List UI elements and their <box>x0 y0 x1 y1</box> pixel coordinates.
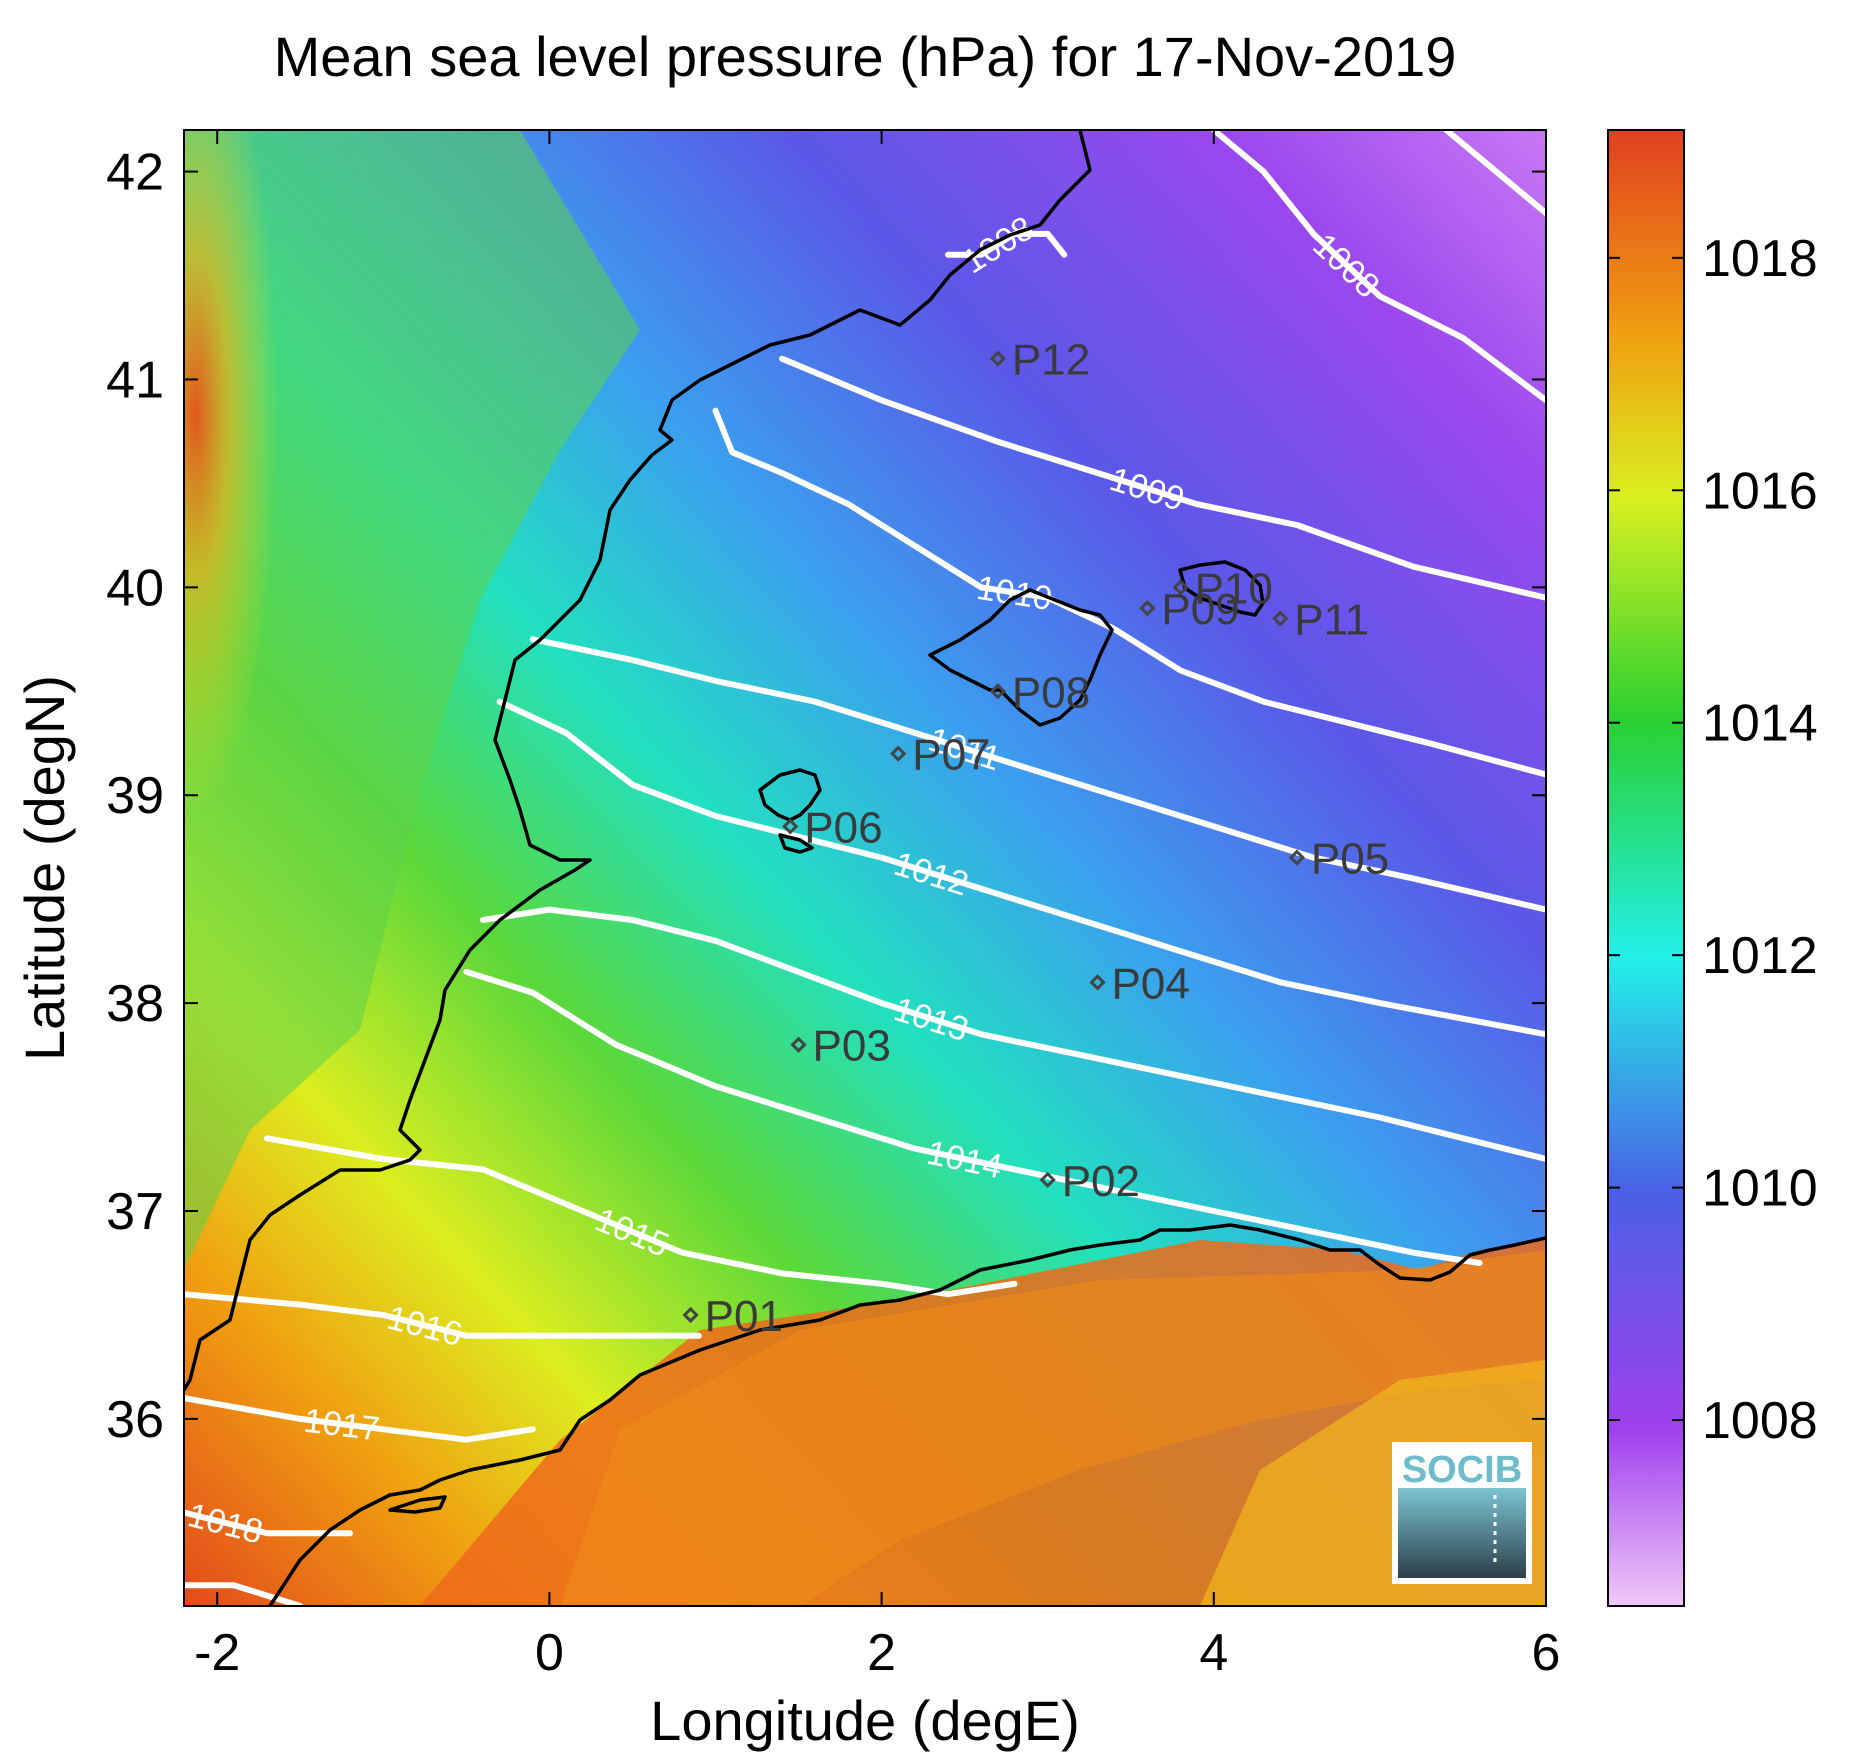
station-label: P11 <box>1294 596 1369 645</box>
ibiza-outline <box>758 768 822 822</box>
station-marker <box>1272 610 1289 627</box>
formentera-outline <box>778 833 814 854</box>
y-axis-label: Latitude (degN) <box>13 675 76 1061</box>
station-marker <box>989 350 1007 367</box>
isobar-line <box>496 698 1546 1038</box>
station-marker <box>790 1036 807 1053</box>
logo-sea <box>1398 1488 1526 1578</box>
y-tick-label: 41 <box>106 351 164 409</box>
y-axis: 36 37 38 39 40 41 42 <box>106 144 1546 1449</box>
y-tick-label: 36 <box>106 1391 164 1449</box>
x-tick-label: 0 <box>535 1624 564 1682</box>
station-marker <box>1288 849 1305 866</box>
station-label: P10 <box>1195 564 1273 613</box>
chart-title: Mean sea level pressure (hPa) for 17-Nov… <box>274 25 1457 88</box>
colorbar-tick-label: 1018 <box>1702 230 1818 288</box>
africa-coastline <box>268 1223 1546 1606</box>
station-marker <box>782 818 799 835</box>
isobar-line <box>1443 130 1546 217</box>
x-axis-label: Longitude (degE) <box>650 1689 1080 1752</box>
colorbar-tick-label: 1016 <box>1702 462 1818 520</box>
isobar-line <box>184 1291 702 1339</box>
station-marker <box>1089 974 1106 991</box>
isobar-label: 1017 <box>302 1402 382 1449</box>
station-marker <box>1172 579 1189 596</box>
y-tick-label: 39 <box>106 767 164 825</box>
socib-logo: SOCIB <box>1392 1442 1532 1584</box>
isobar-line <box>779 355 1546 601</box>
station-label: P05 <box>1311 835 1389 884</box>
y-tick-label: 42 <box>106 144 164 202</box>
x-tick-label: 6 <box>1532 1624 1561 1682</box>
station-label: P12 <box>1012 336 1090 385</box>
colorbar-tick-label: 1014 <box>1702 695 1818 753</box>
station-label: P09 <box>1161 585 1239 634</box>
station-marker <box>682 1306 699 1324</box>
isobar-line <box>1210 130 1546 404</box>
x-tick-label: 2 <box>867 1624 896 1682</box>
station-marker <box>989 683 1007 700</box>
africa-coast-band <box>560 1250 1546 1606</box>
colorbar-tick-label: 1010 <box>1702 1160 1818 1218</box>
logo-text: SOCIB <box>1402 1449 1522 1491</box>
isobar-line <box>184 1395 536 1443</box>
y-tick-label: 40 <box>106 559 164 617</box>
x-tick-label: -2 <box>194 1624 240 1682</box>
isobar-line <box>184 1509 354 1537</box>
station-label: P07 <box>912 731 990 780</box>
plot-frame <box>183 129 1547 1607</box>
station-label: P03 <box>813 1022 891 1071</box>
x-axis: -2 0 2 4 6 <box>194 130 1560 1682</box>
station-label: P06 <box>804 803 882 852</box>
station-label: P01 <box>705 1292 783 1341</box>
y-tick-label: 37 <box>106 1183 164 1241</box>
isobar-line <box>184 1582 304 1606</box>
iberia-inland-heat <box>184 130 420 1270</box>
colorbar: 1008 1010 1012 1014 1016 1018 <box>1607 129 1818 1607</box>
colorbar-ramp <box>1607 129 1685 1607</box>
plot-area: 1008 100810091010101110121013101410151016… <box>184 130 1546 1606</box>
x-tick-label: 4 <box>1199 1624 1228 1682</box>
station-marker <box>890 745 907 762</box>
isobar-line <box>529 636 1546 913</box>
alboran-outline <box>388 1495 447 1514</box>
colorbar-ticks: 1008 1010 1012 1014 1016 1018 <box>1608 230 1818 1450</box>
station-marker <box>1139 600 1156 617</box>
station-marker <box>1039 1171 1056 1188</box>
menorca-outline <box>1178 560 1265 617</box>
isobar-line <box>480 906 1546 1162</box>
isobar-line <box>463 968 1483 1266</box>
iberia-coastline <box>184 130 1092 1391</box>
isobar-line <box>264 1135 1018 1298</box>
station-label: P08 <box>1012 668 1090 717</box>
y-tick-label: 38 <box>106 975 164 1033</box>
station-label: P04 <box>1112 959 1190 1008</box>
colorbar-tick-label: 1008 <box>1702 1392 1818 1450</box>
station-label: P02 <box>1062 1157 1140 1206</box>
colorbar-tick-label: 1012 <box>1702 927 1818 985</box>
